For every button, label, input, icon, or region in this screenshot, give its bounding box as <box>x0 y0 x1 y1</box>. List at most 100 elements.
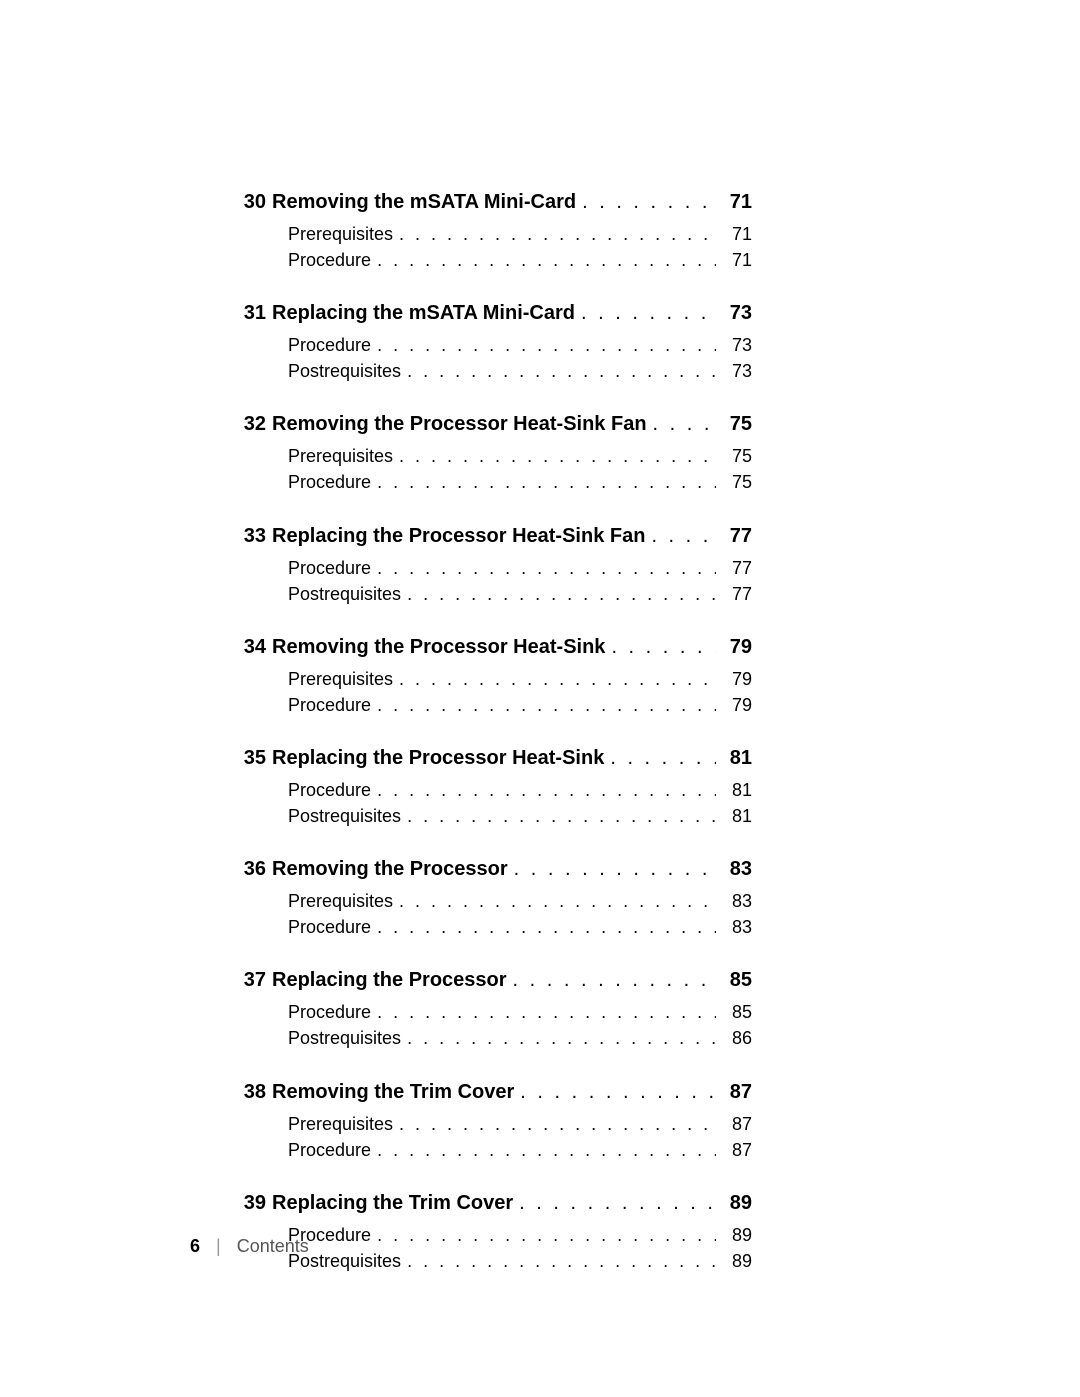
toc-sub-page: 81 <box>716 777 752 803</box>
toc-heading-title: Removing the mSATA Mini-Card <box>272 190 576 215</box>
toc-sub-page: 75 <box>716 469 752 495</box>
toc-heading-page: 83 <box>716 857 752 882</box>
toc-sub-page: 73 <box>716 332 752 358</box>
toc-sub-page: 89 <box>716 1222 752 1248</box>
toc-heading-page: 89 <box>716 1191 752 1216</box>
toc-leader: . . . . . . . . . . . . . . . . . . . . … <box>371 1137 716 1163</box>
toc-heading-row[interactable]: 30Removing the mSATA Mini-Card . . . . .… <box>232 190 752 215</box>
toc-sub-row[interactable]: Procedure . . . . . . . . . . . . . . . … <box>288 332 752 358</box>
toc-sub-page: 87 <box>716 1111 752 1137</box>
toc-heading-title: Replacing the mSATA Mini-Card <box>272 301 575 326</box>
toc-leader: . . . . . . . . . . . . . . . . . . . . … <box>371 692 716 718</box>
toc-sub-row[interactable]: Procedure . . . . . . . . . . . . . . . … <box>288 247 752 273</box>
toc-sub-page: 77 <box>716 581 752 607</box>
toc-sub-label: Prerequisites <box>288 221 393 247</box>
toc-leader: . . . . . . . . . . . . . . . . . . . . … <box>647 412 716 437</box>
toc-heading-row[interactable]: 33Replacing the Processor Heat-Sink Fan … <box>232 524 752 549</box>
toc-sub-row[interactable]: Prerequisites . . . . . . . . . . . . . … <box>288 888 752 914</box>
toc-sub-label: Procedure <box>288 692 371 718</box>
toc-sub-row[interactable]: Procedure . . . . . . . . . . . . . . . … <box>288 469 752 495</box>
toc-sub-row[interactable]: Procedure . . . . . . . . . . . . . . . … <box>288 999 752 1025</box>
toc-section: 36Removing the Processor . . . . . . . .… <box>232 857 752 940</box>
toc-sub-row[interactable]: Postrequisites . . . . . . . . . . . . .… <box>288 1025 752 1051</box>
toc-sub-page: 75 <box>716 443 752 469</box>
toc-sub-page: 86 <box>716 1025 752 1051</box>
toc-sub-page: 89 <box>716 1248 752 1274</box>
toc-leader: . . . . . . . . . . . . . . . . . . . . … <box>513 1191 716 1216</box>
toc-heading-title: Replacing the Processor Heat-Sink Fan <box>272 524 645 549</box>
footer-page-number: 6 <box>190 1236 200 1257</box>
toc-sub-row[interactable]: Prerequisites . . . . . . . . . . . . . … <box>288 221 752 247</box>
toc-heading-row[interactable]: 36Removing the Processor . . . . . . . .… <box>232 857 752 882</box>
page: 30Removing the mSATA Mini-Card . . . . .… <box>0 0 1080 1397</box>
toc-sub-row[interactable]: Postrequisites . . . . . . . . . . . . .… <box>288 803 752 829</box>
toc-sub-label: Postrequisites <box>288 358 401 384</box>
toc-heading-number: 36 <box>232 857 266 882</box>
toc-heading-page: 85 <box>716 968 752 993</box>
toc-leader: . . . . . . . . . . . . . . . . . . . . … <box>604 746 716 771</box>
toc-section: 34Removing the Processor Heat-Sink . . .… <box>232 635 752 718</box>
toc-sub-row[interactable]: Prerequisites . . . . . . . . . . . . . … <box>288 443 752 469</box>
toc-heading-title: Replacing the Trim Cover <box>272 1191 513 1216</box>
toc-sub-label: Procedure <box>288 555 371 581</box>
toc-leader: . . . . . . . . . . . . . . . . . . . . … <box>393 666 716 692</box>
toc-sub-page: 71 <box>716 221 752 247</box>
toc-heading-title: Replacing the Processor Heat-Sink <box>272 746 604 771</box>
toc-leader: . . . . . . . . . . . . . . . . . . . . … <box>605 635 716 660</box>
toc-leader: . . . . . . . . . . . . . . . . . . . . … <box>401 581 716 607</box>
toc-leader: . . . . . . . . . . . . . . . . . . . . … <box>575 301 716 326</box>
toc-sub-page: 81 <box>716 803 752 829</box>
toc-sub-row[interactable]: Procedure . . . . . . . . . . . . . . . … <box>288 1137 752 1163</box>
toc-heading-row[interactable]: 38Removing the Trim Cover . . . . . . . … <box>232 1080 752 1105</box>
toc-heading-page: 73 <box>716 301 752 326</box>
toc-heading-row[interactable]: 34Removing the Processor Heat-Sink . . .… <box>232 635 752 660</box>
toc-sub-label: Procedure <box>288 469 371 495</box>
toc-heading-row[interactable]: 35Replacing the Processor Heat-Sink . . … <box>232 746 752 771</box>
toc-heading-row[interactable]: 39Replacing the Trim Cover . . . . . . .… <box>232 1191 752 1216</box>
toc-sub-label: Procedure <box>288 914 371 940</box>
toc-sub-page: 83 <box>716 888 752 914</box>
toc-leader: . . . . . . . . . . . . . . . . . . . . … <box>514 1080 716 1105</box>
toc-section: 32Removing the Processor Heat-Sink Fan .… <box>232 412 752 495</box>
toc-heading-row[interactable]: 31Replacing the mSATA Mini-Card . . . . … <box>232 301 752 326</box>
toc-leader: . . . . . . . . . . . . . . . . . . . . … <box>371 332 716 358</box>
toc-sub-page: 73 <box>716 358 752 384</box>
toc-heading-title: Removing the Processor Heat-Sink Fan <box>272 412 647 437</box>
toc-sub-row[interactable]: Procedure . . . . . . . . . . . . . . . … <box>288 692 752 718</box>
toc-sub-label: Prerequisites <box>288 443 393 469</box>
toc-leader: . . . . . . . . . . . . . . . . . . . . … <box>393 888 716 914</box>
toc-leader: . . . . . . . . . . . . . . . . . . . . … <box>371 777 716 803</box>
toc-sub-row[interactable]: Procedure . . . . . . . . . . . . . . . … <box>288 1222 752 1248</box>
toc-heading-number: 39 <box>232 1191 266 1216</box>
toc-sub-row[interactable]: Postrequisites . . . . . . . . . . . . .… <box>288 1248 752 1274</box>
toc-leader: . . . . . . . . . . . . . . . . . . . . … <box>401 1025 716 1051</box>
table-of-contents: 30Removing the mSATA Mini-Card . . . . .… <box>232 190 752 1274</box>
toc-heading-row[interactable]: 37Replacing the Processor . . . . . . . … <box>232 968 752 993</box>
toc-heading-title: Removing the Processor Heat-Sink <box>272 635 605 660</box>
toc-sub-row[interactable]: Prerequisites . . . . . . . . . . . . . … <box>288 666 752 692</box>
toc-sub-page: 79 <box>716 666 752 692</box>
toc-heading-page: 87 <box>716 1080 752 1105</box>
toc-heading-row[interactable]: 32Removing the Processor Heat-Sink Fan .… <box>232 412 752 437</box>
toc-heading-number: 31 <box>232 301 266 326</box>
toc-leader: . . . . . . . . . . . . . . . . . . . . … <box>401 1248 716 1274</box>
toc-leader: . . . . . . . . . . . . . . . . . . . . … <box>401 803 716 829</box>
toc-sub-label: Procedure <box>288 1137 371 1163</box>
toc-sub-row[interactable]: Postrequisites . . . . . . . . . . . . .… <box>288 581 752 607</box>
toc-leader: . . . . . . . . . . . . . . . . . . . . … <box>393 221 716 247</box>
toc-sub-row[interactable]: Procedure . . . . . . . . . . . . . . . … <box>288 555 752 581</box>
toc-sub-row[interactable]: Procedure . . . . . . . . . . . . . . . … <box>288 777 752 803</box>
toc-sub-row[interactable]: Postrequisites . . . . . . . . . . . . .… <box>288 358 752 384</box>
toc-heading-title: Removing the Processor <box>272 857 508 882</box>
toc-section: 39Replacing the Trim Cover . . . . . . .… <box>232 1191 752 1274</box>
toc-section: 38Removing the Trim Cover . . . . . . . … <box>232 1080 752 1163</box>
toc-sub-label: Procedure <box>288 999 371 1025</box>
toc-heading-number: 35 <box>232 746 266 771</box>
toc-sub-row[interactable]: Procedure . . . . . . . . . . . . . . . … <box>288 914 752 940</box>
toc-sub-row[interactable]: Prerequisites . . . . . . . . . . . . . … <box>288 1111 752 1137</box>
toc-heading-number: 37 <box>232 968 266 993</box>
toc-heading-number: 30 <box>232 190 266 215</box>
toc-section: 30Removing the mSATA Mini-Card . . . . .… <box>232 190 752 273</box>
toc-sub-label: Prerequisites <box>288 666 393 692</box>
toc-sub-page: 71 <box>716 247 752 273</box>
